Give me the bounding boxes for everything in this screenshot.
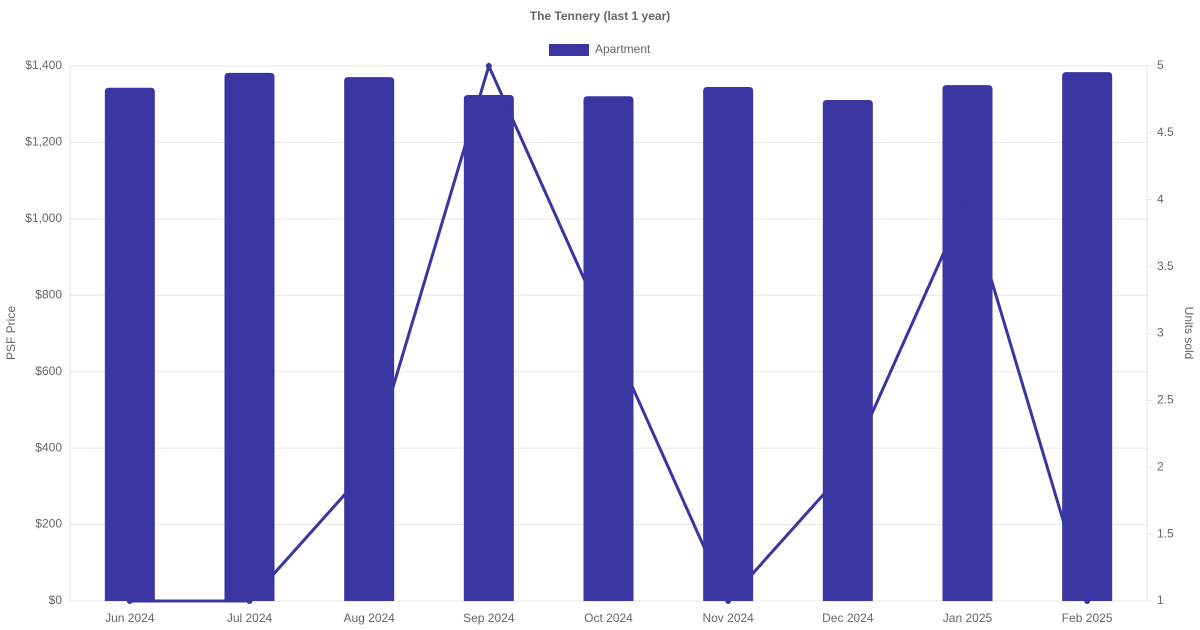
y2-tick-label: 5: [1157, 58, 1164, 72]
x-tick-label: Jun 2024: [105, 611, 155, 625]
y2-tick-label: 4.5: [1157, 125, 1174, 139]
y-tick-label: $200: [35, 517, 62, 531]
bar: [703, 87, 754, 601]
x-tick-label: Oct 2024: [584, 611, 633, 625]
y2-tick-label: 3.5: [1157, 259, 1174, 273]
y-tick-label: $600: [35, 364, 62, 378]
bar: [463, 95, 514, 602]
y-tick-label: $800: [35, 287, 62, 301]
x-tick-label: Sep 2024: [463, 611, 515, 625]
x-tick-label: Jul 2024: [227, 611, 273, 625]
legend-label: Apartment: [595, 42, 651, 56]
y-tick-label: $400: [35, 440, 62, 454]
x-tick-label: Feb 2025: [1062, 611, 1113, 625]
y2-tick-label: 2.5: [1157, 393, 1174, 407]
y-tick-label: $1,200: [25, 135, 62, 149]
x-tick-label: Nov 2024: [702, 611, 754, 625]
bar: [104, 87, 155, 601]
y2-axis-label: Units sold: [1182, 307, 1196, 360]
bar: [822, 100, 873, 601]
y-tick-label: $0: [49, 593, 63, 607]
bar: [583, 96, 634, 602]
point: [725, 598, 732, 604]
legend-swatch: [549, 44, 589, 56]
y2-tick-label: 2: [1157, 459, 1164, 473]
y2-tick-label: 1: [1157, 593, 1164, 607]
point: [485, 63, 492, 69]
y-tick-label: $1,000: [25, 211, 62, 225]
y-axis-label: PSF Price: [4, 306, 18, 360]
point: [844, 464, 851, 471]
point: [246, 598, 253, 604]
point: [366, 464, 373, 471]
x-tick-label: Jan 2025: [943, 611, 993, 625]
y-tick-label: $1,400: [25, 58, 62, 72]
y2-tick-label: 1.5: [1157, 526, 1174, 540]
bar: [1062, 72, 1113, 602]
bar: [224, 72, 275, 602]
x-tick-label: Dec 2024: [822, 611, 874, 625]
point: [126, 598, 133, 604]
bar: [344, 77, 395, 601]
point: [964, 196, 971, 203]
point: [1084, 598, 1091, 604]
x-tick-label: Aug 2024: [343, 611, 395, 625]
chart-title: The Tennery (last 1 year): [530, 9, 671, 23]
y2-tick-label: 3: [1157, 326, 1164, 340]
y2-tick-label: 4: [1157, 192, 1164, 206]
bar: [942, 85, 993, 602]
point: [605, 330, 612, 337]
